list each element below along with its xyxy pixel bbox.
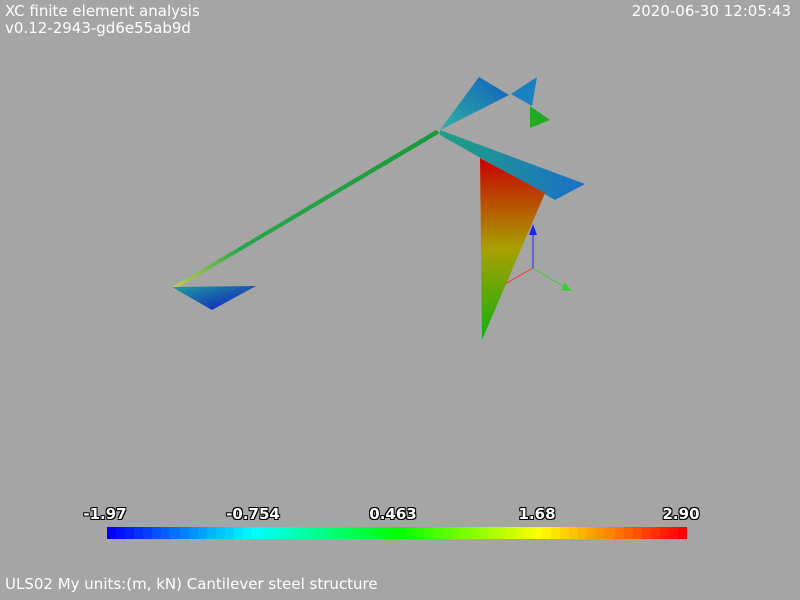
color-scale-cell bbox=[397, 527, 407, 539]
color-scale-cell bbox=[641, 527, 651, 539]
scale-tick-2: -0.754 bbox=[226, 505, 280, 523]
color-scale-cell bbox=[523, 527, 533, 539]
color-scale-cell bbox=[215, 527, 225, 539]
color-scale-cell bbox=[125, 527, 135, 539]
color-scale-cell bbox=[596, 527, 606, 539]
color-scale-cell bbox=[578, 527, 588, 539]
color-scale-cell bbox=[360, 527, 370, 539]
app-version: v0.12-2943-gd6e55ab9d bbox=[5, 19, 191, 37]
diagram-left-triangle bbox=[172, 286, 256, 310]
diagram-green-triangle bbox=[530, 106, 550, 128]
color-scale-cell bbox=[333, 527, 343, 539]
scale-tick-4: 1.68 bbox=[518, 505, 556, 523]
color-scale-cell bbox=[387, 527, 397, 539]
color-scale-cell bbox=[442, 527, 452, 539]
color-scale-cell bbox=[378, 527, 388, 539]
color-scale-cell bbox=[324, 527, 334, 539]
color-scale-cell bbox=[514, 527, 524, 539]
axis-y bbox=[532, 267, 567, 289]
diagram-wide-stripe bbox=[440, 130, 585, 200]
color-scale-cell bbox=[152, 527, 162, 539]
color-scale-cell bbox=[342, 527, 352, 539]
color-scale-cell bbox=[632, 527, 642, 539]
color-scale-cell bbox=[677, 527, 687, 539]
timestamp: 2020-06-30 12:05:43 bbox=[631, 2, 791, 20]
color-scale-cell bbox=[179, 527, 189, 539]
scale-tick-min: -1.97 bbox=[83, 505, 127, 523]
color-scale-cell bbox=[224, 527, 234, 539]
color-scale-cell bbox=[496, 527, 506, 539]
scale-tick-max: 2.90 bbox=[662, 505, 700, 523]
color-scale-cell bbox=[451, 527, 461, 539]
color-scale-cell bbox=[650, 527, 660, 539]
color-scale-cell bbox=[107, 527, 117, 539]
color-scale-cell bbox=[143, 527, 153, 539]
color-scale-cell bbox=[551, 527, 561, 539]
diagram-top-small-triangle bbox=[511, 77, 537, 106]
color-scale-cell bbox=[369, 527, 379, 539]
color-scale-cell bbox=[532, 527, 542, 539]
scale-tick-3: 0.463 bbox=[369, 505, 417, 523]
color-scale-cell bbox=[351, 527, 361, 539]
color-scale-cell bbox=[188, 527, 198, 539]
color-scale-cell bbox=[261, 527, 271, 539]
diagram-beam-long bbox=[172, 130, 440, 289]
color-scale-cell bbox=[315, 527, 325, 539]
color-scale-cell bbox=[478, 527, 488, 539]
color-scale-cell bbox=[306, 527, 316, 539]
color-scale-cell bbox=[233, 527, 243, 539]
color-scale-cell bbox=[297, 527, 307, 539]
color-scale-cell bbox=[170, 527, 180, 539]
axis-y-arrow bbox=[561, 283, 572, 291]
color-scale-cell bbox=[197, 527, 207, 539]
color-scale-cell bbox=[668, 527, 678, 539]
color-scale-cell bbox=[288, 527, 298, 539]
color-scale-cell bbox=[614, 527, 624, 539]
axis-x bbox=[504, 267, 534, 285]
color-scale-cell bbox=[560, 527, 570, 539]
color-scale-cell bbox=[542, 527, 552, 539]
color-scale-cell bbox=[206, 527, 216, 539]
color-scale-cell bbox=[569, 527, 579, 539]
color-scale-cell bbox=[252, 527, 262, 539]
color-scale-cell bbox=[134, 527, 144, 539]
color-scale-cell bbox=[605, 527, 615, 539]
color-scale-cell bbox=[424, 527, 434, 539]
axis-z-arrow bbox=[529, 224, 537, 235]
color-scale-cell bbox=[460, 527, 470, 539]
app-title: XC finite element analysis bbox=[5, 2, 200, 20]
color-scale-bar bbox=[107, 527, 687, 539]
color-scale-cell bbox=[242, 527, 252, 539]
color-scale-cell bbox=[623, 527, 633, 539]
load-case-caption: ULS02 My units:(m, kN) Cantilever steel … bbox=[5, 575, 378, 593]
color-scale-cell bbox=[659, 527, 669, 539]
color-scale-cell bbox=[487, 527, 497, 539]
color-scale-cell bbox=[279, 527, 289, 539]
color-scale-cell bbox=[406, 527, 416, 539]
color-scale-cell bbox=[116, 527, 126, 539]
color-scale-cell bbox=[161, 527, 171, 539]
color-scale-cell bbox=[505, 527, 515, 539]
color-scale-cell bbox=[415, 527, 425, 539]
diagram-large-triangle bbox=[480, 158, 545, 340]
color-scale-cell bbox=[270, 527, 280, 539]
diagram-top-triangle bbox=[440, 77, 509, 130]
color-scale-cell bbox=[469, 527, 479, 539]
color-scale-cell bbox=[587, 527, 597, 539]
color-scale-cell bbox=[433, 527, 443, 539]
